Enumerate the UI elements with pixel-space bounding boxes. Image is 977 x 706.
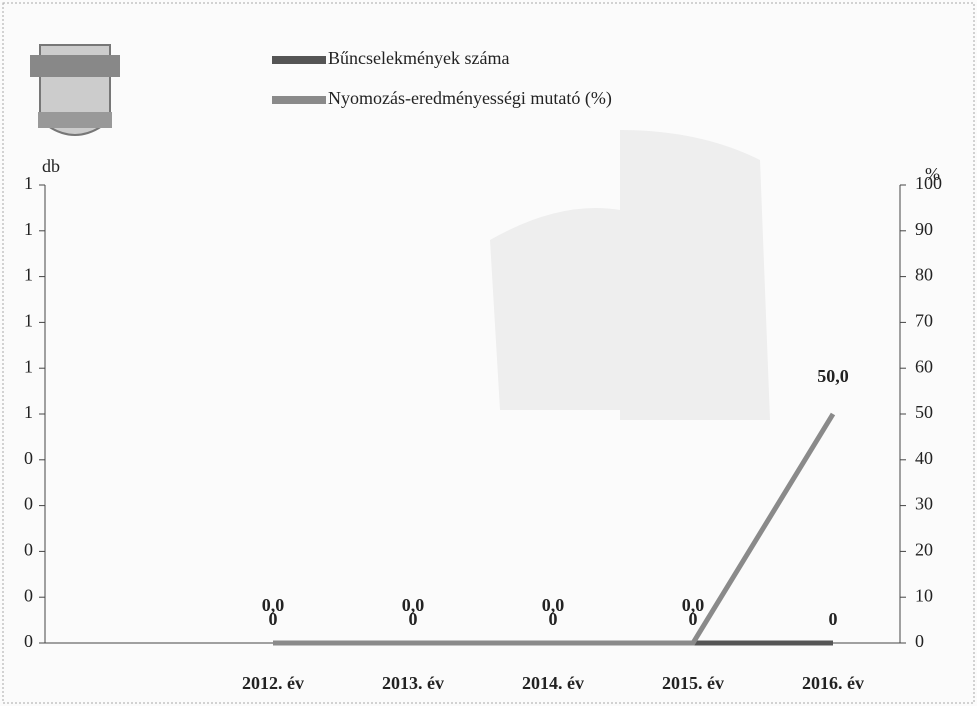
y-tick-label: 0 (24, 631, 33, 651)
legend-label: Nyomozás-eredményességi mutató (%) (328, 88, 612, 109)
y-tick-label: 0 (24, 540, 33, 560)
x-tick-label: 2012. év (242, 673, 304, 693)
y2-tick-label: 40 (915, 448, 933, 468)
data-label: 0,0 (402, 595, 425, 615)
x-tick-label: 2015. év (662, 673, 724, 693)
data-label: 0 (829, 609, 838, 629)
logo (30, 45, 120, 135)
y-unit: db (42, 156, 60, 176)
y-tick-label: 0 (24, 494, 33, 514)
y2-tick-label: 100 (915, 173, 942, 193)
y2-tick-label: 70 (915, 311, 933, 331)
y2-tick-label: 30 (915, 494, 933, 514)
data-label: 50,0 (817, 366, 849, 386)
y-tick-label: 0 (24, 448, 33, 468)
legend-swatch (272, 56, 326, 64)
y-tick-label: 1 (24, 265, 33, 285)
data-label: 0,0 (682, 595, 705, 615)
y-tick-label: 0 (24, 585, 33, 605)
y-tick-label: 1 (24, 219, 33, 239)
y2-tick-label: 0 (915, 631, 924, 651)
legend-swatch (272, 96, 326, 104)
data-label: 0,0 (262, 595, 285, 615)
y2-tick-label: 10 (915, 585, 933, 605)
y-tick-label: 1 (24, 356, 33, 376)
y2-tick-label: 90 (915, 219, 933, 239)
y2-tick-label: 60 (915, 356, 933, 376)
y-tick-label: 1 (24, 311, 33, 331)
y-tick-label: 1 (24, 173, 33, 193)
chart: db%0000011111101020304050607080901002012… (0, 0, 977, 706)
x-tick-label: 2013. év (382, 673, 444, 693)
x-tick-label: 2014. év (522, 673, 584, 693)
x-tick-label: 2016. év (802, 673, 864, 693)
page: {"chart_data": {"type": "line", "y_unit"… (0, 0, 977, 706)
y2-tick-label: 20 (915, 540, 933, 560)
legend-label: Bűncselekmények száma (328, 48, 509, 68)
y2-tick-label: 80 (915, 265, 933, 285)
y2-tick-label: 50 (915, 402, 933, 422)
y-tick-label: 1 (24, 402, 33, 422)
data-label: 0,0 (542, 595, 565, 615)
